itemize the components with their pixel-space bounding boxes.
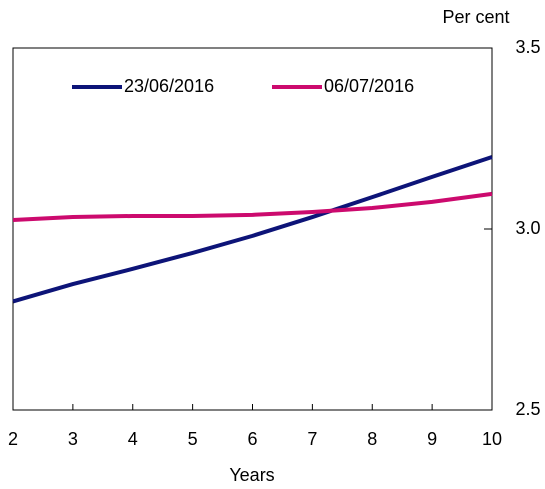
x-tick-label: 5 [188,429,198,449]
legend-label: 06/07/2016 [324,76,414,96]
x-tick-label: 10 [482,429,502,449]
x-tick-label: 3 [68,429,78,449]
x-axis-label: Years [229,465,274,485]
data-line [12,191,493,222]
y-tick-label: 2.5 [515,399,540,419]
y-tick-label: 3.5 [515,37,540,57]
x-tick-label: 9 [427,429,437,449]
y-tick-label: 3.0 [515,218,540,238]
x-tick-label: 2 [8,429,18,449]
x-tick-label: 4 [128,429,138,449]
data-line [12,155,493,304]
x-tick-label: 8 [367,429,377,449]
x-tick-label: 6 [247,429,257,449]
x-tick-label: 7 [307,429,317,449]
y-unit-label: Per cent [442,7,509,27]
legend-label: 23/06/2016 [124,76,214,96]
plot-frame [12,47,493,411]
